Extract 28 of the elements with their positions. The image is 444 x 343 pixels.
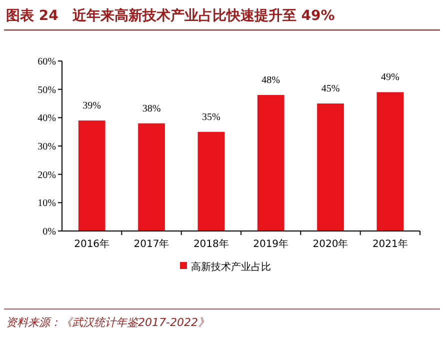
bar <box>138 123 165 231</box>
text: 资料来源：《武汉统计年鉴2017-2022》 <box>6 316 209 329</box>
bar <box>257 95 284 231</box>
x-tick-label: 2017年 <box>134 238 170 250</box>
x-tick-label: 2018年 <box>193 238 229 250</box>
bar <box>198 132 225 231</box>
bar <box>78 120 106 231</box>
x-tick-label: 2016年 <box>74 238 110 250</box>
x-tick-label: 2019年 <box>253 238 289 250</box>
x-tick-label: 2020年 <box>312 238 348 250</box>
y-tick-label: 0% <box>42 226 56 238</box>
bar <box>317 104 344 231</box>
data-label: 49% <box>380 72 400 84</box>
y-tick-label: 50% <box>38 84 56 96</box>
y-tick-label: 10% <box>38 198 56 210</box>
x-tick-label: 2021年 <box>372 238 408 250</box>
data-label: 39% <box>82 100 102 112</box>
data-label: 38% <box>142 103 161 114</box>
data-label: 48% <box>262 75 280 86</box>
y-tick-label: 20% <box>38 170 56 181</box>
data-label: 35% <box>202 112 220 123</box>
chart-title: 图表 24 近年来高新技术产业占比快速提升至 49% <box>6 7 335 24</box>
data-label: 45% <box>321 84 340 94</box>
bar <box>376 92 404 231</box>
y-tick-label: 60% <box>38 56 56 68</box>
y-tick-label: 30% <box>38 142 56 152</box>
legend-label: 高新技术产业占比 <box>191 261 271 273</box>
y-tick-label: 40% <box>38 113 56 124</box>
